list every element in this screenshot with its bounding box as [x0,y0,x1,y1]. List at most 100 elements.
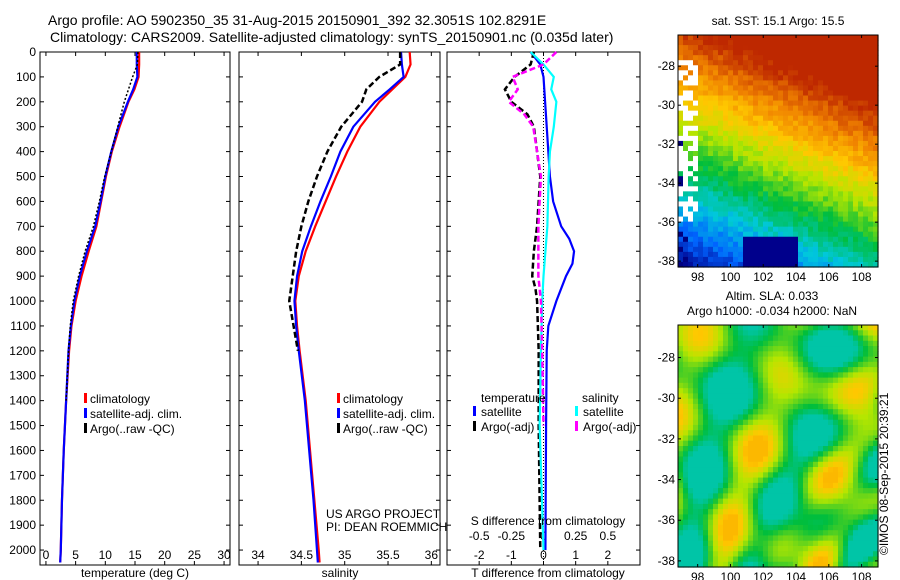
map-cell [753,115,759,122]
map-cell [823,130,829,137]
map-cell [753,424,759,431]
map-cell [688,335,694,342]
map-cell [828,216,834,223]
map-cell [738,356,744,363]
map-cell [708,482,714,489]
map-cell [713,196,719,203]
map-cell [838,535,844,542]
map-cell [818,393,824,400]
map-cell [863,382,869,389]
map-cell [723,35,729,41]
map-cell [763,45,769,51]
map-cell [818,430,824,437]
map-cell [813,493,819,500]
map-cell [763,130,769,137]
map-cell [698,115,704,122]
map-cell [728,75,734,81]
map-cell [848,55,854,61]
map-cell [778,186,784,192]
map-cell [808,325,814,331]
map-cell [743,105,749,112]
map-cell [828,65,834,71]
map-cell [798,206,804,213]
map-cell [693,356,699,363]
map-cell [858,120,864,127]
map-cell [708,35,714,41]
map-cell [868,231,874,238]
x-tick-label: 0 [43,548,50,562]
map-cell [708,246,714,253]
map-cell [858,372,864,379]
map-cell [798,191,804,197]
map-cell [868,166,874,172]
map-cell [848,509,854,515]
map-cell [838,545,844,552]
map-cell [693,419,699,426]
map-cell [843,472,849,479]
map-cell [693,509,699,515]
map-cell [733,446,739,452]
map-cell [718,151,724,157]
map-cell [708,440,714,447]
legend-label: Argo(..raw -QC) [343,422,428,436]
map-cell [858,161,864,167]
map-cell [868,135,874,142]
map-cell [773,241,779,248]
map-cell [723,377,729,384]
map-cell [738,540,744,547]
map-cell [843,206,849,213]
map-cell [783,85,789,92]
map-cell [848,367,854,373]
map-cell [788,206,794,213]
map-cell [773,105,779,112]
map-cell [848,535,854,542]
map-cell [693,388,699,394]
map-cell [783,201,789,208]
map-cell [678,325,684,331]
map-cell [723,201,729,208]
map-cell [798,105,804,112]
map-cell [843,435,849,442]
map-cell [808,130,814,137]
map-cell [828,325,834,331]
map-cell [773,514,779,521]
map-cell [733,110,739,117]
map-cell [683,105,689,112]
map-cell [713,456,719,463]
map-cell [758,356,764,363]
map-cell [753,356,759,363]
map-cell [783,251,789,258]
map-cell [773,467,779,473]
map-cell [868,60,874,66]
map-cell [758,467,764,473]
map-cell [713,361,719,368]
map-cell [813,65,819,71]
map-cell [733,498,739,505]
map-cell [773,216,779,223]
map-cell [823,377,829,384]
map-cell [783,120,789,127]
map-cell [763,482,769,489]
map-cell [748,55,754,61]
map-cell [853,530,859,537]
map-cell [873,424,879,431]
map-cell [853,514,859,521]
map-cell [838,226,844,233]
map-cell [863,201,869,208]
map-cell [713,482,719,489]
map-cell [858,236,864,243]
map-cell [773,488,779,494]
map-cell [828,524,834,531]
map-cell [708,156,714,162]
map-cell [858,35,864,41]
map-cell [693,191,699,197]
map-cell [858,530,864,537]
map-cell [798,456,804,463]
map-cell [693,246,699,253]
map-cell [718,377,724,384]
map-cell [788,351,794,358]
map-cell [793,135,799,142]
map-cell [778,367,784,373]
map-cell [828,451,834,458]
map-cell [753,419,759,426]
